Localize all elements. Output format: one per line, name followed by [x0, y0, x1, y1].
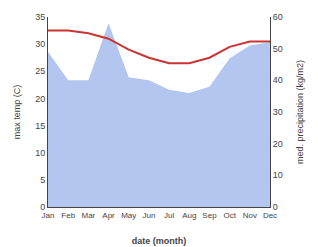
svg-text:Jan: Jan [42, 211, 55, 220]
svg-text:20: 20 [273, 139, 283, 149]
svg-text:Oct: Oct [223, 211, 236, 220]
svg-text:20: 20 [35, 94, 45, 104]
svg-text:0: 0 [273, 202, 278, 212]
svg-text:Jul: Jul [164, 211, 174, 220]
svg-text:May: May [121, 211, 136, 220]
svg-text:Feb: Feb [61, 211, 75, 220]
svg-text:10: 10 [35, 148, 45, 158]
svg-text:10: 10 [273, 170, 283, 180]
svg-text:Mar: Mar [81, 211, 95, 220]
svg-text:date (month): date (month) [132, 236, 187, 246]
svg-text:Jun: Jun [142, 211, 155, 220]
svg-text:Dec: Dec [263, 211, 277, 220]
svg-text:0: 0 [40, 202, 45, 212]
svg-text:50: 50 [273, 44, 283, 54]
svg-text:25: 25 [35, 66, 45, 76]
svg-text:40: 40 [273, 75, 283, 85]
svg-text:15: 15 [35, 121, 45, 131]
svg-text:Apr: Apr [102, 211, 115, 220]
svg-text:med. precipitation (kg/m2): med. precipitation (kg/m2) [295, 60, 305, 164]
svg-text:35: 35 [35, 12, 45, 22]
svg-text:Nov: Nov [243, 211, 257, 220]
svg-text:5: 5 [40, 175, 45, 185]
svg-text:Sep: Sep [202, 211, 217, 220]
svg-text:max temp (C): max temp (C) [12, 85, 22, 140]
svg-text:30: 30 [273, 107, 283, 117]
svg-text:60: 60 [273, 12, 283, 22]
svg-text:30: 30 [35, 39, 45, 49]
svg-text:Aug: Aug [182, 211, 196, 220]
